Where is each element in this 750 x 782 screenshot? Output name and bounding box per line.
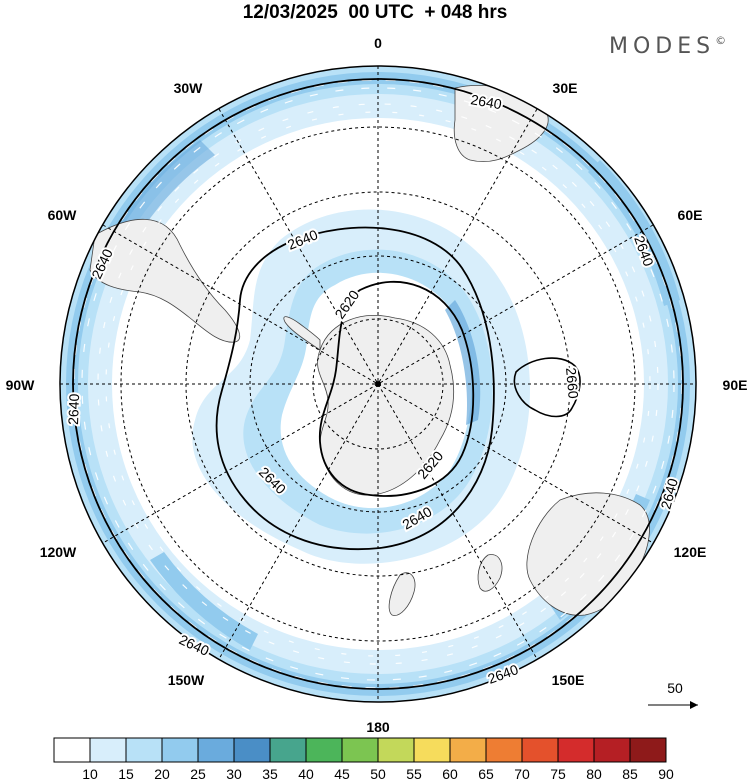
colorbar-swatch xyxy=(629,737,667,763)
reference-vector-label: 50 xyxy=(667,680,683,696)
colorbar-swatch xyxy=(305,737,343,763)
colorbar-swatch xyxy=(197,737,235,763)
lon-label-90e: 90E xyxy=(723,377,748,393)
colorbar-tick-label: 10 xyxy=(82,766,98,782)
colorbar-tick-label: 40 xyxy=(298,766,314,782)
antarctic-peninsula xyxy=(283,316,321,351)
antarctica xyxy=(317,314,455,496)
jet-patch-southwest xyxy=(150,552,258,650)
map-border xyxy=(59,65,697,703)
colorbar-tick-label: 70 xyxy=(514,766,530,782)
colorbar-tick-label: 50 xyxy=(370,766,386,782)
colorbar: 10 15 20 25 30 35 40 45 50 55 60 65 70 75 80 85 90 xyxy=(53,737,674,782)
colorbar-tick-label: 65 xyxy=(478,766,494,782)
lon-label-150e: 150E xyxy=(552,672,585,688)
colorbar-tick-label: 80 xyxy=(586,766,602,782)
brand-logo: MODES© xyxy=(609,34,726,59)
south-america xyxy=(89,218,241,343)
colorbar-swatch xyxy=(53,737,91,763)
tasmania-region xyxy=(477,554,503,592)
contour-label: 2640 xyxy=(65,393,82,425)
brand-mark: © xyxy=(715,34,727,47)
colorbar-swatch xyxy=(341,737,379,763)
inner-jet-streak xyxy=(445,300,481,425)
reference-vector-arrowhead xyxy=(690,701,698,709)
colorbar-swatch xyxy=(593,737,631,763)
colorbar-swatch xyxy=(377,737,415,763)
colorbar-swatch xyxy=(89,737,127,763)
colorbar-swatch xyxy=(413,737,451,763)
contour-2640-outer xyxy=(72,78,684,690)
colorbar-tick-label: 60 xyxy=(442,766,458,782)
reference-vector: 50 xyxy=(648,680,698,709)
lon-label-120e: 120E xyxy=(674,544,707,560)
jet-patch-east xyxy=(588,160,680,306)
colorbar-tick-label: 15 xyxy=(118,766,134,782)
map-disk xyxy=(60,66,696,702)
lon-label-30w: 30W xyxy=(174,80,204,96)
lon-label-0: 0 xyxy=(374,35,382,51)
colorbar-tick-label: 35 xyxy=(262,766,278,782)
colorbar-tick-label: 25 xyxy=(190,766,206,782)
colorbar-swatch xyxy=(233,737,271,763)
colorbar-tick-label: 85 xyxy=(622,766,638,782)
contour-2620 xyxy=(318,281,475,497)
contour-2660 xyxy=(513,357,581,418)
lon-label-90w: 90W xyxy=(6,377,36,393)
colorbar-swatch xyxy=(521,737,559,763)
colorbar-swatch xyxy=(557,737,595,763)
lon-label-60w: 60W xyxy=(48,207,78,223)
south-pole-marker xyxy=(375,381,381,387)
lon-label-60e: 60E xyxy=(678,207,703,223)
colorbar-swatch xyxy=(449,737,487,763)
lon-label-150w: 150W xyxy=(168,672,205,688)
new-zealand xyxy=(388,572,416,616)
colorbar-tick-label: 75 xyxy=(550,766,566,782)
longitude-labels: 0 30E 60E 90E 120E 150E 180 150W 120W 90… xyxy=(6,35,748,735)
colorbar-tick-label: 45 xyxy=(334,766,350,782)
lon-label-180: 180 xyxy=(366,719,390,735)
colorbar-tick-label: 90 xyxy=(658,766,674,782)
brand-name: MODES xyxy=(609,34,716,59)
colorbar-swatch xyxy=(125,737,163,763)
contour-2640-inner xyxy=(215,226,495,550)
lon-label-120w: 120W xyxy=(40,544,77,560)
colorbar-tick-label: 55 xyxy=(406,766,422,782)
colorbar-swatch xyxy=(269,737,307,763)
contour-label: 2660 xyxy=(563,367,582,400)
colorbar-swatch xyxy=(485,737,523,763)
colorbar-tick-label: 30 xyxy=(226,766,242,782)
colorbar-swatch xyxy=(161,737,199,763)
map-title: 12/03/2025 00 UTC + 048 hrs xyxy=(242,2,508,23)
colorbar-tick-label: 20 xyxy=(154,766,170,782)
lon-label-30e: 30E xyxy=(553,80,578,96)
